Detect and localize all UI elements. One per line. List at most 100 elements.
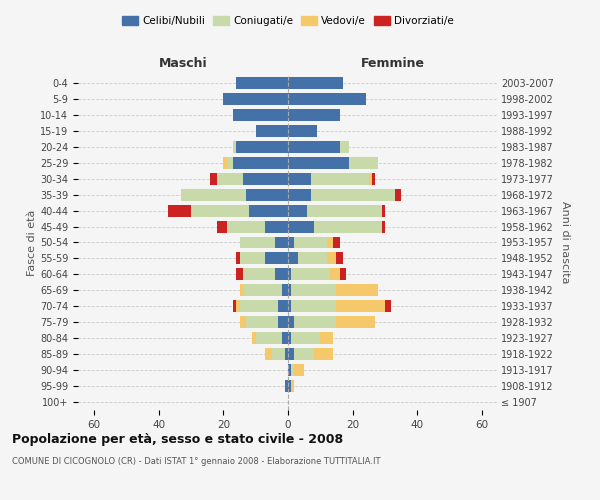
- Bar: [291, 364, 295, 376]
- Bar: [227, 220, 265, 232]
- Bar: [278, 316, 288, 328]
- Bar: [243, 172, 288, 184]
- Bar: [291, 268, 330, 280]
- Bar: [288, 220, 314, 232]
- Bar: [288, 77, 343, 89]
- Bar: [340, 268, 346, 280]
- Bar: [243, 268, 275, 280]
- Bar: [369, 172, 372, 184]
- Bar: [295, 316, 337, 328]
- Bar: [382, 204, 385, 216]
- Bar: [382, 220, 385, 232]
- Bar: [256, 125, 288, 137]
- Bar: [243, 284, 281, 296]
- Bar: [236, 252, 239, 264]
- Bar: [275, 268, 288, 280]
- Bar: [281, 332, 288, 344]
- Bar: [349, 157, 379, 168]
- Bar: [395, 188, 401, 200]
- Bar: [291, 332, 320, 344]
- Text: Popolazione per età, sesso e stato civile - 2008: Popolazione per età, sesso e stato civil…: [12, 432, 343, 446]
- Bar: [169, 204, 191, 216]
- Bar: [330, 268, 340, 280]
- Bar: [320, 332, 333, 344]
- Bar: [217, 220, 227, 232]
- Bar: [288, 93, 365, 105]
- Bar: [288, 332, 291, 344]
- Bar: [327, 252, 337, 264]
- Bar: [288, 109, 340, 121]
- Bar: [288, 252, 298, 264]
- Bar: [246, 188, 288, 200]
- Bar: [337, 284, 379, 296]
- Bar: [288, 172, 311, 184]
- Bar: [295, 364, 304, 376]
- Bar: [314, 220, 382, 232]
- Bar: [272, 348, 285, 360]
- Bar: [278, 300, 288, 312]
- Bar: [227, 157, 233, 168]
- Bar: [239, 316, 246, 328]
- Bar: [288, 284, 291, 296]
- Bar: [191, 204, 249, 216]
- Bar: [236, 141, 288, 153]
- Bar: [265, 220, 288, 232]
- Bar: [288, 380, 291, 392]
- Bar: [285, 380, 288, 392]
- Bar: [288, 204, 307, 216]
- Bar: [340, 141, 349, 153]
- Bar: [314, 348, 333, 360]
- Bar: [281, 284, 288, 296]
- Bar: [236, 77, 288, 89]
- Bar: [181, 188, 246, 200]
- Y-axis label: Fasce di età: Fasce di età: [27, 210, 37, 276]
- Bar: [288, 268, 291, 280]
- Bar: [246, 316, 278, 328]
- Bar: [233, 157, 288, 168]
- Bar: [249, 204, 288, 216]
- Bar: [337, 300, 385, 312]
- Bar: [217, 172, 243, 184]
- Bar: [253, 332, 256, 344]
- Bar: [372, 172, 375, 184]
- Bar: [223, 93, 288, 105]
- Text: Maschi: Maschi: [158, 57, 208, 70]
- Bar: [288, 141, 340, 153]
- Bar: [311, 188, 395, 200]
- Bar: [265, 252, 288, 264]
- Bar: [223, 157, 227, 168]
- Bar: [256, 332, 281, 344]
- Bar: [288, 236, 295, 248]
- Y-axis label: Anni di nascita: Anni di nascita: [560, 201, 571, 284]
- Bar: [288, 157, 349, 168]
- Bar: [288, 348, 295, 360]
- Bar: [291, 300, 337, 312]
- Bar: [233, 300, 236, 312]
- Bar: [239, 284, 243, 296]
- Bar: [307, 204, 382, 216]
- Bar: [239, 252, 265, 264]
- Bar: [337, 252, 343, 264]
- Bar: [288, 188, 311, 200]
- Bar: [211, 172, 217, 184]
- Bar: [295, 236, 327, 248]
- Text: Femmine: Femmine: [361, 57, 425, 70]
- Bar: [236, 300, 239, 312]
- Bar: [327, 236, 333, 248]
- Bar: [311, 172, 369, 184]
- Bar: [337, 316, 375, 328]
- Bar: [239, 236, 275, 248]
- Bar: [275, 236, 288, 248]
- Bar: [298, 252, 327, 264]
- Bar: [233, 109, 288, 121]
- Bar: [333, 236, 340, 248]
- Bar: [239, 300, 278, 312]
- Bar: [288, 125, 317, 137]
- Bar: [291, 380, 295, 392]
- Bar: [288, 300, 291, 312]
- Bar: [288, 316, 295, 328]
- Bar: [385, 300, 391, 312]
- Bar: [285, 348, 288, 360]
- Bar: [233, 141, 236, 153]
- Bar: [265, 348, 272, 360]
